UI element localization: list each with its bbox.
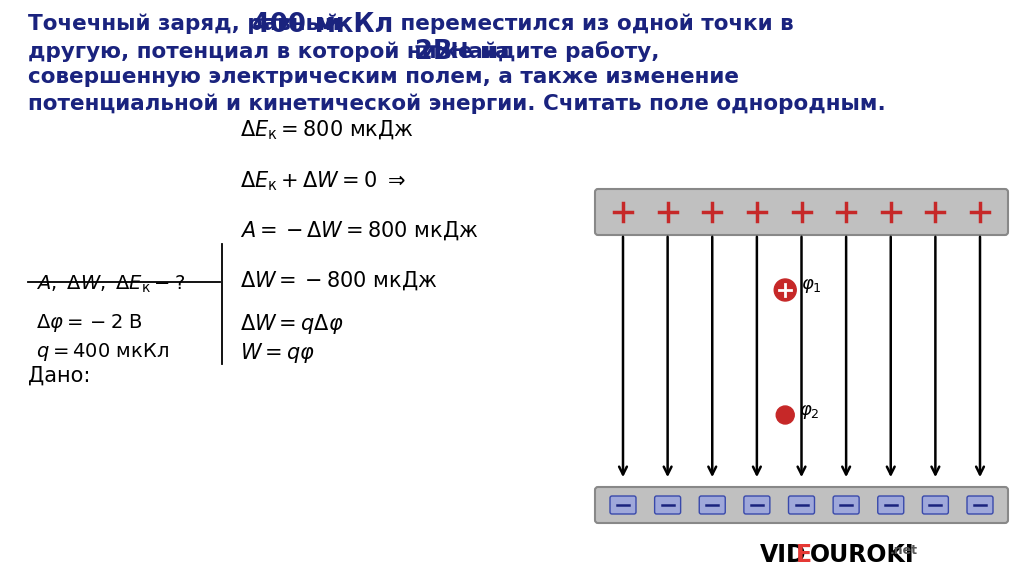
Circle shape xyxy=(744,200,769,224)
FancyBboxPatch shape xyxy=(788,496,814,514)
Circle shape xyxy=(924,200,947,224)
FancyBboxPatch shape xyxy=(878,496,904,514)
Text: другую, потенциал в которой ниже на: другую, потенциал в которой ниже на xyxy=(28,41,510,61)
Text: $A,\ \Delta W,\ \Delta E_\mathrm{к} - ?$: $A,\ \Delta W,\ \Delta E_\mathrm{к} - ?$ xyxy=(36,274,185,295)
Text: $\Delta W = -800\ \mathrm{мкДж}$: $\Delta W = -800\ \mathrm{мкДж}$ xyxy=(240,269,437,292)
Text: $\Delta W = q\Delta\varphi$: $\Delta W = q\Delta\varphi$ xyxy=(240,312,344,336)
FancyBboxPatch shape xyxy=(610,496,636,514)
Text: совершенную электрическим полем, а также изменение: совершенную электрическим полем, а также… xyxy=(28,67,739,87)
FancyBboxPatch shape xyxy=(595,487,1008,523)
Text: $A = -\Delta W = 800\ \mathrm{мкДж}$: $A = -\Delta W = 800\ \mathrm{мкДж}$ xyxy=(240,219,478,242)
Text: $\Delta E_\mathrm{к} = 800\ \mathrm{мкДж}$: $\Delta E_\mathrm{к} = 800\ \mathrm{мкДж… xyxy=(240,119,414,142)
Text: потенциальной и кинетической энергии. Считать поле однородным.: потенциальной и кинетической энергии. Сч… xyxy=(28,93,886,114)
Circle shape xyxy=(700,200,724,224)
FancyBboxPatch shape xyxy=(654,496,681,514)
FancyBboxPatch shape xyxy=(595,189,1008,235)
Text: $W = q\varphi$: $W = q\varphi$ xyxy=(240,341,315,365)
Text: $\Delta E_\mathrm{к} + \Delta W = 0\ \Rightarrow$: $\Delta E_\mathrm{к} + \Delta W = 0\ \Ri… xyxy=(240,169,406,193)
Text: $\varphi_2$: $\varphi_2$ xyxy=(799,403,820,421)
Text: Точечный заряд, равный: Точечный заряд, равный xyxy=(28,14,340,34)
FancyBboxPatch shape xyxy=(923,496,948,514)
Text: .net: .net xyxy=(890,544,918,557)
Circle shape xyxy=(879,200,903,224)
Circle shape xyxy=(790,200,813,224)
Circle shape xyxy=(611,200,635,224)
Circle shape xyxy=(655,200,680,224)
Text: Найдите работу,: Найдите работу, xyxy=(443,41,659,62)
Text: VID: VID xyxy=(760,543,807,567)
Text: $\Delta\varphi = -2\ \mathrm{В}$: $\Delta\varphi = -2\ \mathrm{В}$ xyxy=(36,312,142,334)
FancyBboxPatch shape xyxy=(834,496,859,514)
Text: $\varphi_1$: $\varphi_1$ xyxy=(801,277,822,295)
Circle shape xyxy=(835,200,858,224)
Text: OUROKI: OUROKI xyxy=(810,543,914,567)
FancyBboxPatch shape xyxy=(699,496,725,514)
Text: 2В: 2В xyxy=(415,39,453,65)
Text: переместился из одной точки в: переместился из одной точки в xyxy=(393,14,794,34)
Text: $q = 400\ \mathrm{мкКл}$: $q = 400\ \mathrm{мкКл}$ xyxy=(36,341,169,363)
FancyBboxPatch shape xyxy=(967,496,993,514)
Text: Дано:: Дано: xyxy=(28,366,90,386)
Text: 400 мкКл: 400 мкКл xyxy=(252,12,393,38)
FancyBboxPatch shape xyxy=(743,496,770,514)
Text: E: E xyxy=(796,543,812,567)
Circle shape xyxy=(776,406,795,424)
Circle shape xyxy=(968,200,992,224)
Circle shape xyxy=(774,279,797,301)
